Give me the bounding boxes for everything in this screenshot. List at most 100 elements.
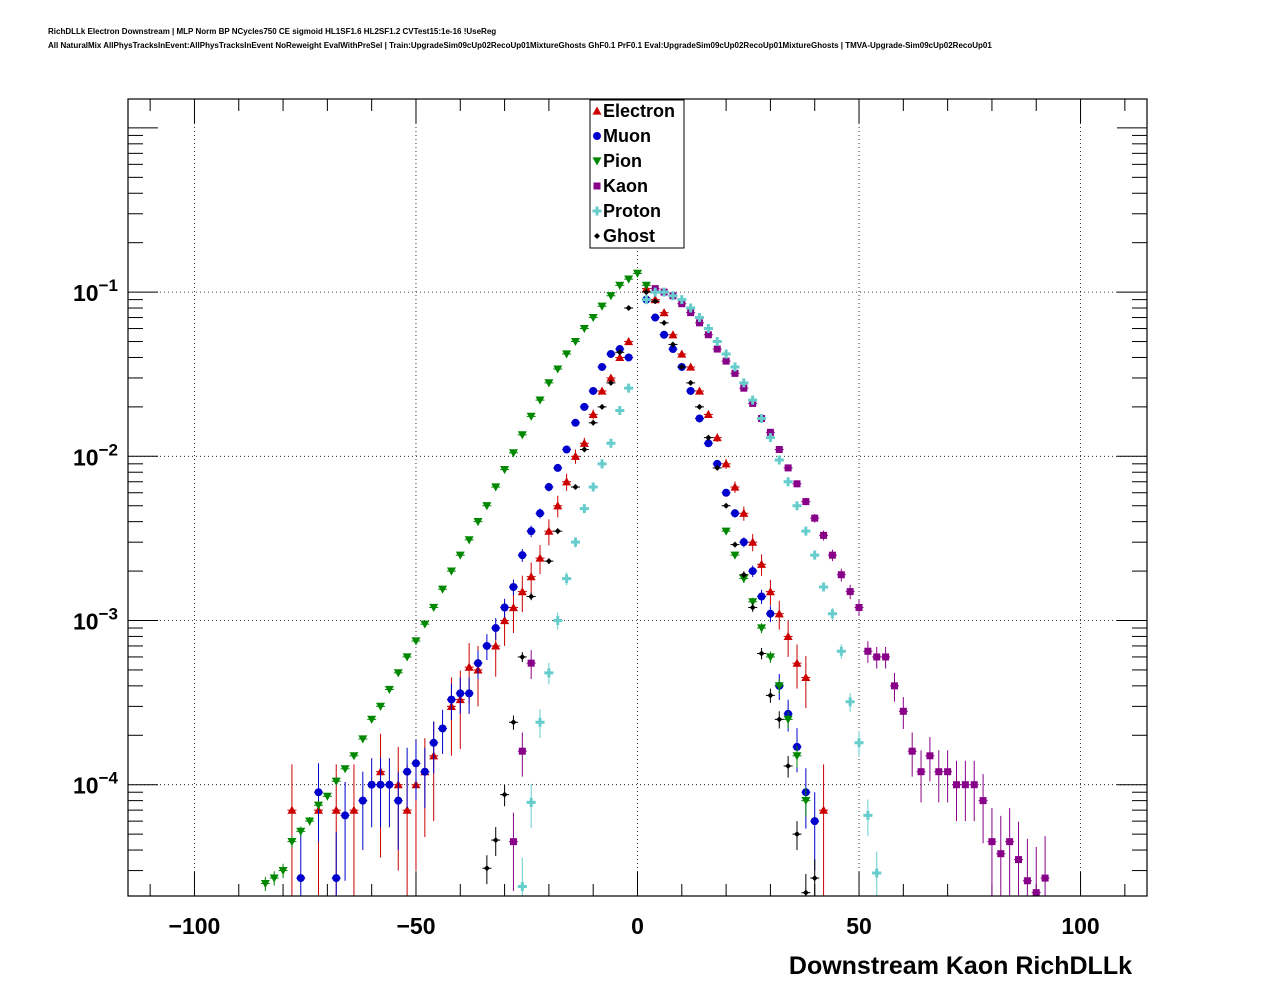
data-point (314, 788, 323, 797)
data-point (331, 805, 341, 814)
data-point (615, 281, 625, 290)
data-point (677, 295, 687, 305)
data-point (767, 692, 774, 699)
data-point (572, 484, 579, 491)
data-point (643, 289, 650, 296)
data-point (935, 768, 943, 776)
data-point (696, 403, 703, 410)
data-point (269, 874, 279, 883)
data-point (659, 308, 669, 317)
data-point (765, 587, 775, 596)
data-point (1015, 856, 1023, 864)
series-ghost (482, 289, 820, 896)
data-point (712, 433, 722, 442)
data-point (535, 717, 545, 727)
data-point (802, 498, 810, 506)
data-point (571, 418, 580, 427)
data-point (669, 341, 676, 348)
legend-label: Electron (603, 101, 675, 121)
y-tick-label: 10−4 (73, 769, 119, 799)
data-point (570, 537, 580, 547)
y-tick-label: 10−2 (73, 440, 118, 470)
data-point (721, 349, 731, 359)
data-point (599, 403, 606, 410)
data-point (1023, 877, 1031, 885)
data-point (385, 780, 394, 789)
data-point (748, 395, 758, 405)
data-point (580, 402, 589, 411)
x-tick-label: 100 (1061, 913, 1099, 939)
series-pion (260, 269, 811, 892)
data-point (714, 464, 721, 471)
data-point (739, 538, 748, 547)
data-point (615, 406, 625, 416)
data-point (802, 889, 809, 896)
data-point (535, 396, 545, 405)
data-point (473, 518, 483, 527)
data-point (332, 874, 341, 883)
data-point (455, 551, 465, 560)
data-point (713, 345, 721, 353)
data-point (712, 337, 722, 347)
data-point (606, 292, 616, 301)
legend-box (589, 99, 685, 249)
data-point (491, 641, 501, 650)
data-point (765, 653, 775, 662)
data-point (553, 463, 562, 472)
legend-label: Muon (603, 126, 651, 146)
data-point (518, 551, 527, 560)
data-point (748, 537, 758, 546)
data-point (393, 669, 403, 678)
data-point (411, 637, 421, 646)
x-tick-label: 50 (846, 913, 872, 939)
data-point (783, 477, 793, 487)
data-point (492, 837, 499, 844)
data-point (544, 668, 554, 678)
series-proton (517, 287, 882, 896)
plot-frame (127, 98, 1148, 897)
data-point (668, 330, 678, 339)
data-point (703, 324, 713, 334)
data-point (686, 303, 696, 313)
data-point (774, 609, 784, 618)
data-point (536, 509, 545, 518)
data-point (792, 752, 802, 761)
data-point (429, 603, 439, 613)
data-point (527, 527, 536, 536)
data-point (776, 716, 783, 723)
data-point (775, 446, 783, 454)
data-point (402, 805, 412, 814)
data-point (562, 445, 571, 454)
data-point (420, 620, 430, 629)
data-point (774, 682, 784, 691)
data-point (438, 585, 448, 594)
data-point (722, 357, 730, 365)
data-point (500, 616, 510, 625)
data-point (588, 482, 598, 492)
legend-label: Kaon (603, 176, 648, 196)
data-point (562, 477, 572, 486)
data-point (606, 349, 615, 358)
data-point (686, 386, 695, 395)
legend-marker-pion (592, 157, 602, 166)
data-point (668, 345, 677, 354)
data-point (721, 527, 731, 536)
data-point (827, 609, 837, 619)
data-point (278, 866, 288, 876)
data-point (970, 781, 978, 789)
data-point (882, 653, 890, 661)
data-point (908, 747, 916, 755)
data-point (944, 768, 952, 776)
data-point (260, 879, 270, 889)
data-point (625, 305, 632, 312)
data-point (528, 593, 535, 600)
data-point (535, 553, 545, 562)
data-point (482, 502, 492, 511)
data-point (607, 379, 614, 386)
data-point (713, 459, 722, 468)
data-point (836, 646, 846, 656)
data-point (1041, 874, 1049, 882)
data-point (703, 409, 713, 418)
data-point (810, 817, 819, 826)
data-point (500, 603, 509, 612)
